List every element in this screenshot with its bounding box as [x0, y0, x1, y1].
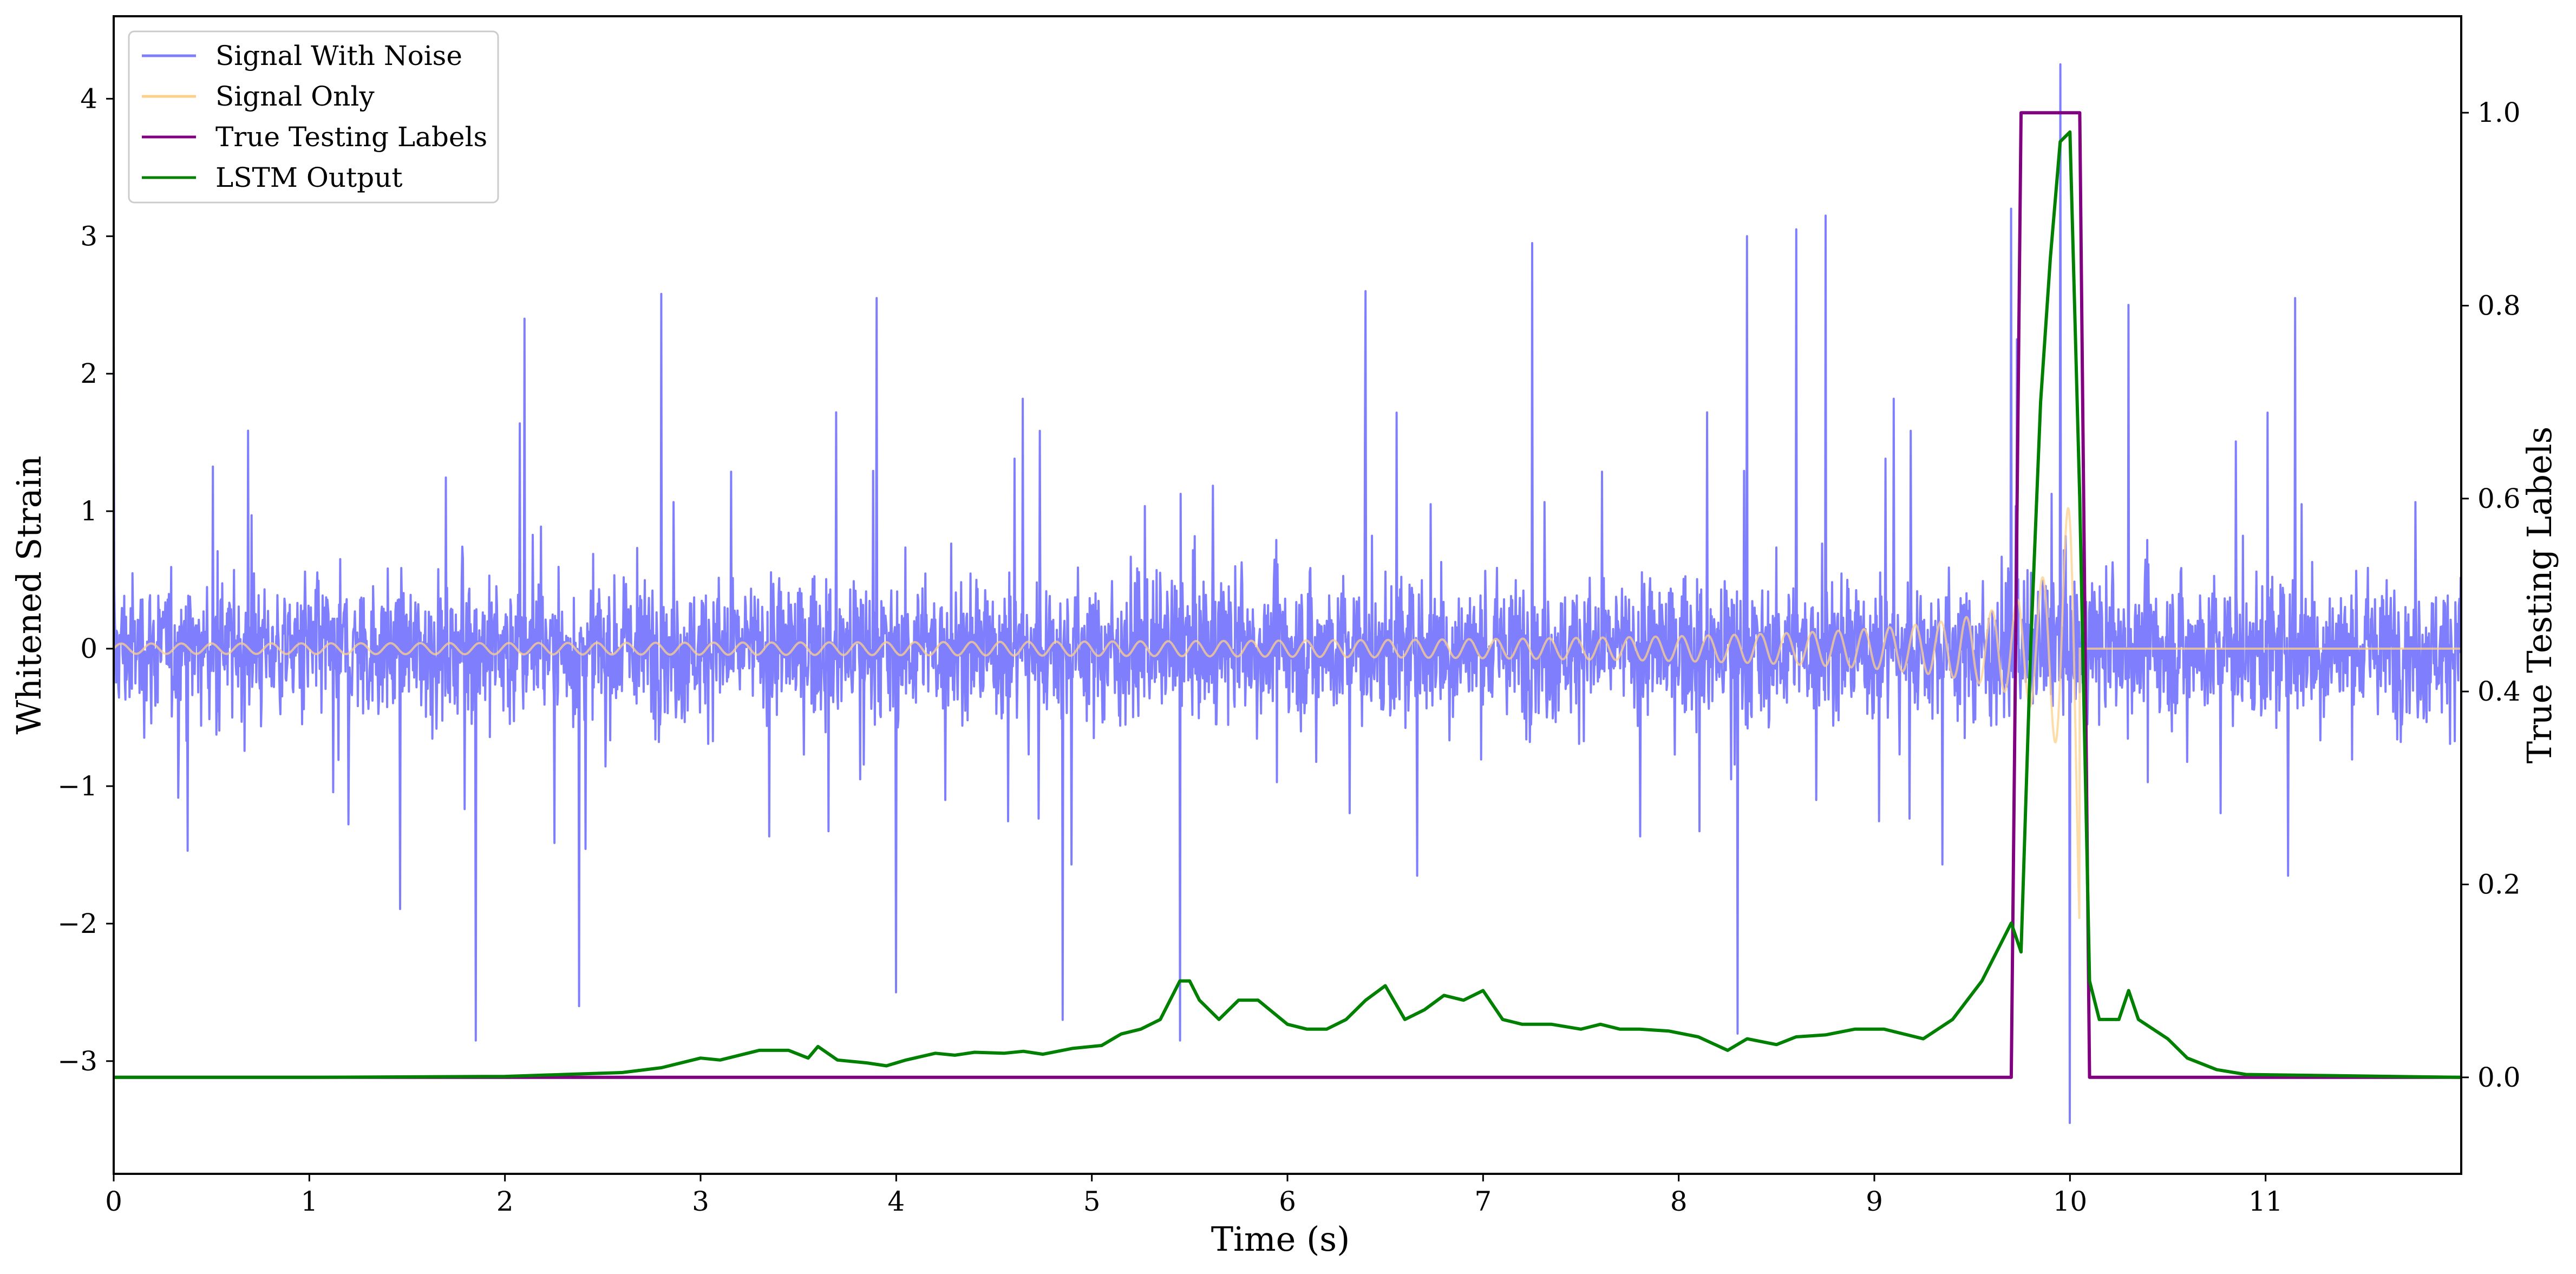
legend: Signal With Noise Signal Only True Testi… — [128, 30, 499, 204]
x-tick-label: 7 — [1474, 1186, 1492, 1217]
plot-layer — [114, 63, 2461, 1124]
series-signal-with-noise — [114, 63, 2461, 1124]
tick-layer: 0 1 2 3 4 5 6 7 8 9 10 11 −3 −2 −1 0 1 2 3 4 0.0 0.2 0.4 0.6 0.8… — [57, 83, 2520, 1217]
y2-axis-label: True Testing Labels — [2520, 427, 2559, 764]
y-tick-label: 0 — [80, 633, 97, 664]
x-tick-label: 1 — [300, 1186, 318, 1217]
y2-tick-label: 0.4 — [2477, 676, 2521, 707]
y-tick-label: −3 — [57, 1046, 97, 1077]
y-tick-label: 3 — [80, 220, 97, 252]
y-tick-label: 2 — [80, 358, 97, 389]
x-tick-label: 5 — [1083, 1186, 1101, 1217]
x-tick-label: 6 — [1279, 1186, 1296, 1217]
x-tick-label: 0 — [105, 1186, 122, 1217]
x-tick-label: 10 — [2053, 1186, 2088, 1217]
x-tick-label: 9 — [1866, 1186, 1883, 1217]
legend-label-lstm-output: LSTM Output — [215, 162, 402, 193]
y-tick-label: 4 — [80, 83, 97, 114]
series-lstm-output — [114, 130, 2461, 1079]
x-tick-label: 3 — [692, 1186, 709, 1217]
x-tick-label: 11 — [2248, 1186, 2283, 1217]
y-tick-label: 1 — [80, 495, 97, 527]
legend-label-true-testing-labels: True Testing Labels — [215, 121, 487, 153]
y2-tick-label: 0.8 — [2477, 290, 2521, 322]
legend-box — [128, 30, 499, 204]
y-tick-label: −1 — [57, 770, 97, 802]
legend-label-signal-only: Signal Only — [215, 81, 375, 112]
x-tick-label: 4 — [887, 1186, 905, 1217]
y2-tick-label: 0.2 — [2477, 869, 2521, 900]
x-axis-label: Time (s) — [1211, 1219, 1350, 1259]
series-signal-only — [114, 507, 2461, 919]
y-axis-label: Whitened Strain — [9, 456, 49, 735]
x-tick-label: 8 — [1670, 1186, 1688, 1217]
y-tick-label: −2 — [57, 908, 97, 939]
legend-label-signal-with-noise: Signal With Noise — [215, 40, 462, 71]
x-tick-label: 2 — [496, 1186, 514, 1217]
y2-tick-label: 1.0 — [2477, 97, 2521, 128]
y2-tick-label: 0.6 — [2477, 483, 2521, 514]
series-true-testing-labels — [114, 111, 2461, 1079]
y2-tick-label: 0.0 — [2477, 1062, 2521, 1093]
